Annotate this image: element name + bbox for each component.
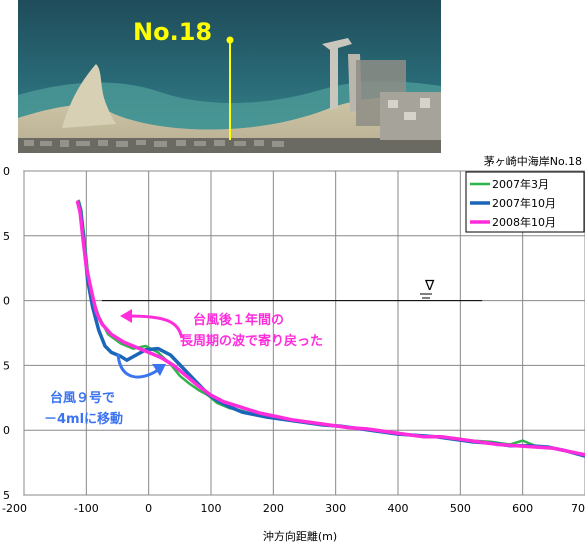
sea-level-marker: ∇ <box>424 278 435 294</box>
legend: 2007年3月 2007年10月 2008年10月 <box>465 171 585 233</box>
y-tick-label-3: 5 <box>3 359 10 372</box>
x-tick-label-6: 400 <box>388 502 409 515</box>
annotation-move-line-1: 台風９号で <box>50 390 115 406</box>
x-tick-label-3: 100 <box>201 502 222 515</box>
legend-label-2007-03: 2007年3月 <box>492 177 549 191</box>
y-tick-label-1: 5 <box>3 230 10 243</box>
return-arrow-shaft <box>127 314 184 339</box>
x-axis-ticks: -200 -100 0 100 200 300 400 500 600 70 <box>2 502 585 515</box>
annotation-return-line-2: 長周期の波で寄り戻った <box>180 333 323 349</box>
survey-point-dot <box>226 36 234 44</box>
move-arrow-head <box>152 364 166 376</box>
x-tick-label-8: 600 <box>512 502 533 515</box>
series-group <box>75 199 585 458</box>
return-arrow-head <box>120 309 132 323</box>
annotation-move-line-2: －4mlに移動 <box>44 411 123 427</box>
x-tick-label-7: 500 <box>450 502 471 515</box>
x-tick-label-4: 200 <box>263 502 284 515</box>
annotation-typhoon-move: 台風９号で －4mlに移動 <box>44 353 166 427</box>
move-arrow-shaft <box>116 353 159 379</box>
y-tick-label-4: 0 <box>3 424 10 437</box>
legend-label-2008-10: 2008年10月 <box>492 215 556 229</box>
legend-label-2007-10: 2007年10月 <box>492 196 556 210</box>
annotation-return-line-1: 台風後１年間の <box>193 312 284 328</box>
x-axis-label: 沖方向距離(m) <box>263 529 337 543</box>
y-axis-ticks: 0 5 0 5 0 5 <box>3 165 10 502</box>
aerial-photo <box>18 0 441 153</box>
annotation-typhoon-return: 台風後１年間の 長周期の波で寄り戻った <box>120 309 323 349</box>
chart-title: 茅ヶ崎中海岸No.18 <box>484 154 582 168</box>
x-tick-label-2: 0 <box>145 502 152 515</box>
x-tick-label-0: -200 <box>2 502 27 515</box>
y-tick-label-2: 0 <box>3 295 10 308</box>
x-tick-label-5: 300 <box>325 502 346 515</box>
y-tick-label-0: 0 <box>3 165 10 178</box>
series-line-2 <box>75 200 585 457</box>
x-tick-label-9: 70 <box>571 502 585 515</box>
x-tick-label-1: -100 <box>74 502 99 515</box>
y-tick-label-5: 5 <box>3 489 10 502</box>
survey-line-label: No.18 <box>133 18 212 46</box>
